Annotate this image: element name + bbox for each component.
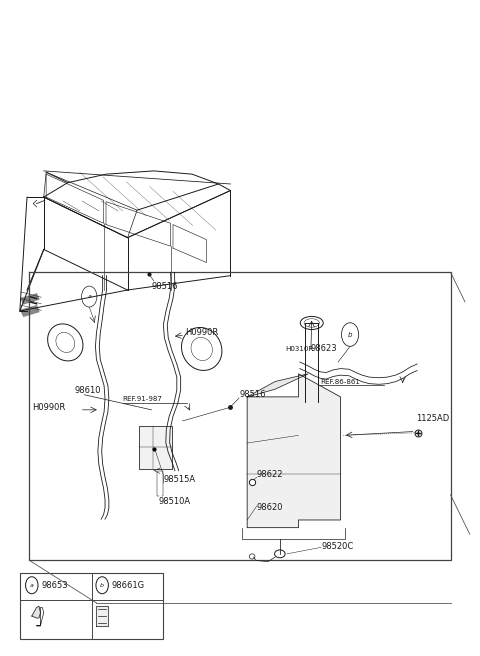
Text: REF.91-987: REF.91-987 [123, 396, 163, 402]
Text: H0310R: H0310R [286, 346, 314, 352]
Polygon shape [247, 374, 340, 527]
Text: b: b [100, 583, 104, 588]
Text: a: a [30, 583, 34, 588]
Text: 98661G: 98661G [112, 581, 145, 590]
Text: H0990R: H0990R [185, 327, 218, 337]
Text: 1125AD: 1125AD [416, 414, 449, 423]
Polygon shape [96, 606, 108, 626]
FancyBboxPatch shape [20, 573, 163, 639]
Text: 98516: 98516 [240, 390, 266, 399]
Text: REF.86-861: REF.86-861 [321, 379, 360, 384]
Text: 98520C: 98520C [322, 542, 354, 550]
Polygon shape [21, 294, 39, 304]
Text: 98620: 98620 [257, 503, 283, 512]
Text: 98515A: 98515A [163, 475, 195, 484]
Polygon shape [32, 606, 40, 618]
Text: 98623: 98623 [311, 344, 337, 353]
FancyBboxPatch shape [140, 426, 172, 469]
Text: 98653: 98653 [41, 581, 68, 590]
Text: 98516: 98516 [152, 281, 178, 291]
Text: 98510A: 98510A [158, 497, 191, 506]
Text: 98610: 98610 [75, 386, 101, 396]
Text: a: a [87, 294, 91, 299]
Text: b: b [348, 331, 352, 338]
Text: 98622: 98622 [257, 470, 283, 480]
Polygon shape [21, 306, 39, 316]
Text: H0990R: H0990R [32, 403, 65, 412]
Polygon shape [247, 374, 308, 397]
